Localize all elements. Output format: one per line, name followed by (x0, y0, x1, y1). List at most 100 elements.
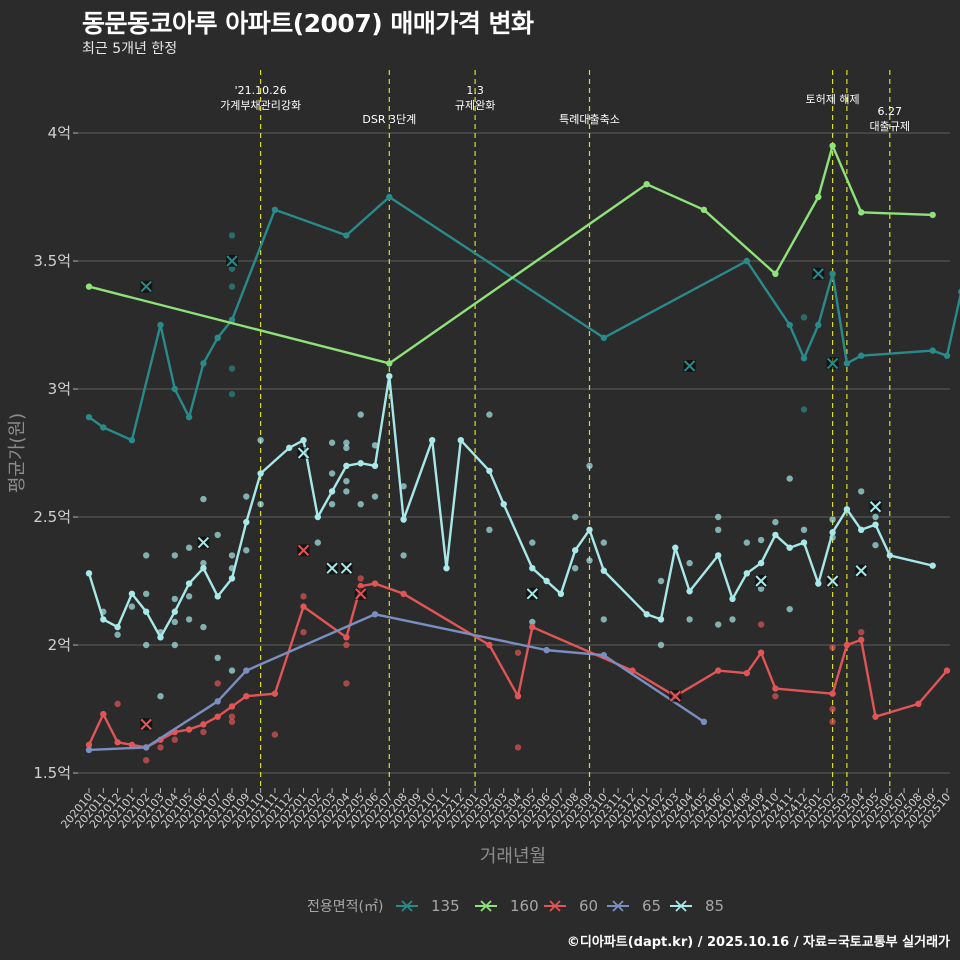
raw-point (858, 629, 865, 636)
raw-point (529, 618, 536, 626)
raw-point (157, 693, 164, 700)
series-point-85 (929, 562, 936, 569)
legend-item-160: 160 (475, 897, 539, 915)
raw-point (858, 488, 865, 495)
x-axis-title: 거래년월 (480, 846, 546, 867)
legend: 전용면적(㎡) 135 160 60 65 85 (307, 897, 724, 915)
series-point-65 (243, 667, 250, 674)
series-point-135 (200, 360, 207, 367)
raw-point (228, 713, 236, 720)
raw-point (300, 593, 307, 600)
event-label: 대출규제 (870, 120, 910, 133)
source-caption: ©디아파트(dapt.kr) / 2025.10.16 / 자료=국토교통부 실… (566, 935, 950, 950)
series-point-85 (543, 577, 550, 585)
event-label: DSR 3단계 (362, 113, 416, 126)
raw-point (686, 616, 693, 623)
series-point-135 (815, 321, 822, 329)
series-point-65 (543, 646, 550, 654)
series-point-85 (128, 590, 136, 597)
series-point-60 (271, 690, 279, 697)
series-point-85 (572, 547, 579, 554)
series-point-85 (286, 444, 293, 452)
series-point-85 (743, 570, 750, 577)
raw-point (715, 513, 722, 521)
raw-point (343, 641, 350, 649)
event-label: 6.27 (878, 105, 903, 118)
raw-point (200, 559, 207, 567)
series-point-85 (657, 616, 665, 623)
series-point-60 (357, 582, 364, 590)
cancelled-marker-x (340, 562, 353, 574)
series-point-60 (757, 649, 765, 656)
cancelled-marker-x (683, 360, 696, 372)
raw-point (829, 705, 836, 713)
series-point-85 (800, 539, 808, 546)
raw-point (514, 649, 522, 656)
raw-point (200, 495, 207, 503)
raw-point (243, 547, 250, 554)
series-point-85 (686, 588, 693, 595)
x-axis-ticks: 2020102020112020122021012021022021032021… (58, 788, 953, 831)
series-line-60 (87, 582, 948, 749)
series-point-60 (85, 741, 93, 749)
raw-point (514, 744, 522, 751)
cancelled-marker (226, 255, 238, 267)
series-point-160 (929, 211, 936, 219)
series-point-135 (600, 334, 607, 341)
series-point-135 (228, 316, 236, 324)
cancelled-marker (669, 690, 682, 703)
series-point-160 (772, 270, 779, 277)
raw-point (743, 539, 750, 546)
raw-point (371, 442, 379, 449)
series-point-60 (715, 667, 722, 674)
raw-point (357, 575, 364, 582)
series-point-135 (943, 352, 951, 359)
cancelled-marker-x (812, 268, 825, 280)
raw-point (357, 411, 364, 418)
series-point-85 (314, 513, 321, 521)
series-point-85 (600, 567, 607, 574)
series-point-60 (228, 703, 236, 710)
series-point-135 (743, 257, 750, 265)
raw-point (800, 314, 808, 321)
y-tick-label: 3억 (48, 380, 71, 398)
raw-point (872, 513, 879, 521)
series-point-85 (557, 590, 565, 597)
cancelled-marker-x (140, 280, 152, 293)
series-point-60 (300, 603, 307, 610)
raw-point (715, 526, 722, 533)
raw-point (185, 544, 193, 551)
raw-point (171, 552, 178, 559)
y-tick-label: 3.5억 (33, 252, 71, 270)
raw-point (343, 439, 350, 446)
series-point-85 (729, 595, 736, 603)
series-point-85 (529, 565, 536, 572)
legend-label: 160 (510, 897, 539, 915)
series-point-85 (200, 565, 207, 572)
series-point-85 (100, 616, 107, 623)
series-point-160 (858, 209, 865, 216)
cancelled-marker (826, 357, 839, 370)
raw-point (200, 623, 207, 631)
raw-point (200, 728, 207, 736)
series-point-60 (185, 726, 193, 733)
series-point-160 (85, 283, 93, 290)
raw-point (271, 731, 279, 738)
raw-point (400, 552, 407, 559)
cancelled-marker (683, 359, 696, 372)
raw-point (829, 516, 836, 523)
cancelled-marker (755, 575, 768, 587)
series-point-85 (171, 608, 178, 615)
series-point-85 (228, 575, 236, 582)
raw-point (114, 631, 121, 638)
raw-point (486, 526, 493, 533)
series-point-135 (214, 334, 221, 341)
series-point-85 (843, 506, 851, 513)
cancelled-transaction-markers (140, 255, 882, 731)
legend-swatch-x (675, 900, 687, 912)
series-point-160 (829, 142, 836, 149)
raw-point (757, 621, 765, 628)
raw-point (371, 493, 379, 500)
series-point-160 (643, 181, 650, 188)
raw-point (143, 590, 150, 597)
